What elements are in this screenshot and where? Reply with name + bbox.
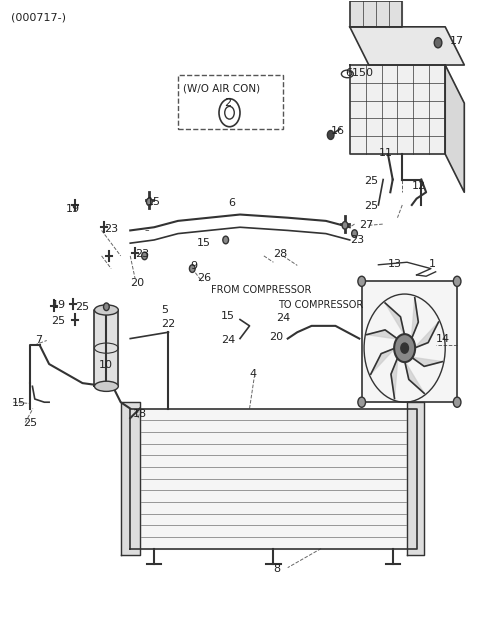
Text: 28: 28 bbox=[274, 249, 288, 259]
Polygon shape bbox=[350, 1, 402, 27]
Text: 20: 20 bbox=[269, 332, 283, 343]
Polygon shape bbox=[407, 402, 424, 555]
Text: 23: 23 bbox=[104, 224, 118, 234]
Circle shape bbox=[104, 303, 109, 311]
Text: 10: 10 bbox=[99, 360, 113, 371]
Text: 27: 27 bbox=[360, 220, 373, 230]
Circle shape bbox=[401, 343, 408, 353]
Polygon shape bbox=[120, 402, 140, 555]
Polygon shape bbox=[362, 281, 457, 402]
Text: 16: 16 bbox=[331, 126, 345, 136]
Text: 14: 14 bbox=[436, 334, 450, 344]
Text: 24: 24 bbox=[221, 335, 235, 345]
Text: 2: 2 bbox=[225, 98, 232, 108]
Text: 25: 25 bbox=[75, 302, 89, 312]
Polygon shape bbox=[445, 65, 464, 192]
Text: FROM COMPRESSOR: FROM COMPRESSOR bbox=[211, 284, 312, 295]
Text: 12: 12 bbox=[412, 181, 426, 191]
Circle shape bbox=[453, 276, 461, 286]
Polygon shape bbox=[95, 310, 118, 387]
Text: (000717-): (000717-) bbox=[11, 12, 66, 22]
Text: 8: 8 bbox=[274, 564, 280, 574]
Circle shape bbox=[142, 252, 147, 259]
Circle shape bbox=[358, 276, 365, 286]
Text: 7: 7 bbox=[35, 335, 42, 346]
Circle shape bbox=[146, 198, 152, 206]
Text: 15: 15 bbox=[147, 197, 161, 207]
Text: 13: 13 bbox=[388, 259, 402, 269]
Text: 23: 23 bbox=[135, 249, 149, 259]
Text: (W/O AIR CON): (W/O AIR CON) bbox=[183, 84, 260, 93]
Circle shape bbox=[342, 222, 348, 229]
Ellipse shape bbox=[95, 305, 118, 315]
Polygon shape bbox=[411, 298, 419, 339]
Text: 19: 19 bbox=[66, 204, 80, 215]
Circle shape bbox=[358, 397, 365, 407]
Polygon shape bbox=[414, 322, 439, 348]
Text: 11: 11 bbox=[378, 148, 392, 158]
Text: 15: 15 bbox=[12, 399, 26, 408]
Polygon shape bbox=[350, 65, 445, 154]
Text: 1: 1 bbox=[429, 259, 435, 269]
Circle shape bbox=[352, 230, 358, 238]
Text: 15: 15 bbox=[197, 238, 211, 248]
Text: TO COMPRESSOR: TO COMPRESSOR bbox=[278, 300, 363, 310]
Polygon shape bbox=[371, 348, 395, 374]
Circle shape bbox=[223, 236, 228, 244]
Text: 23: 23 bbox=[350, 235, 364, 245]
Text: 26: 26 bbox=[197, 273, 211, 283]
Ellipse shape bbox=[95, 381, 118, 392]
Polygon shape bbox=[350, 27, 464, 65]
Bar bbox=[178, 75, 283, 128]
Text: 25: 25 bbox=[364, 176, 378, 186]
Polygon shape bbox=[411, 357, 443, 366]
Text: 18: 18 bbox=[132, 409, 147, 419]
Circle shape bbox=[190, 265, 195, 272]
Polygon shape bbox=[130, 408, 417, 548]
Text: 5: 5 bbox=[161, 305, 168, 315]
Circle shape bbox=[327, 130, 334, 139]
Text: 15: 15 bbox=[221, 311, 235, 321]
Circle shape bbox=[453, 397, 461, 407]
Text: 20: 20 bbox=[130, 277, 144, 288]
Text: 22: 22 bbox=[161, 319, 176, 329]
Text: 9: 9 bbox=[190, 261, 197, 271]
Text: 25: 25 bbox=[364, 201, 378, 212]
Text: 19: 19 bbox=[51, 300, 66, 310]
Text: 6: 6 bbox=[228, 198, 235, 208]
Polygon shape bbox=[367, 330, 398, 339]
Polygon shape bbox=[385, 303, 405, 335]
Text: 25: 25 bbox=[23, 417, 37, 427]
Polygon shape bbox=[405, 361, 424, 394]
Text: 17: 17 bbox=[450, 36, 464, 46]
Circle shape bbox=[394, 334, 415, 362]
Polygon shape bbox=[391, 357, 398, 399]
Text: 4: 4 bbox=[250, 369, 257, 378]
Text: 25: 25 bbox=[51, 316, 66, 326]
Circle shape bbox=[434, 38, 442, 48]
Text: 6150: 6150 bbox=[345, 68, 373, 78]
Text: 24: 24 bbox=[276, 312, 290, 323]
